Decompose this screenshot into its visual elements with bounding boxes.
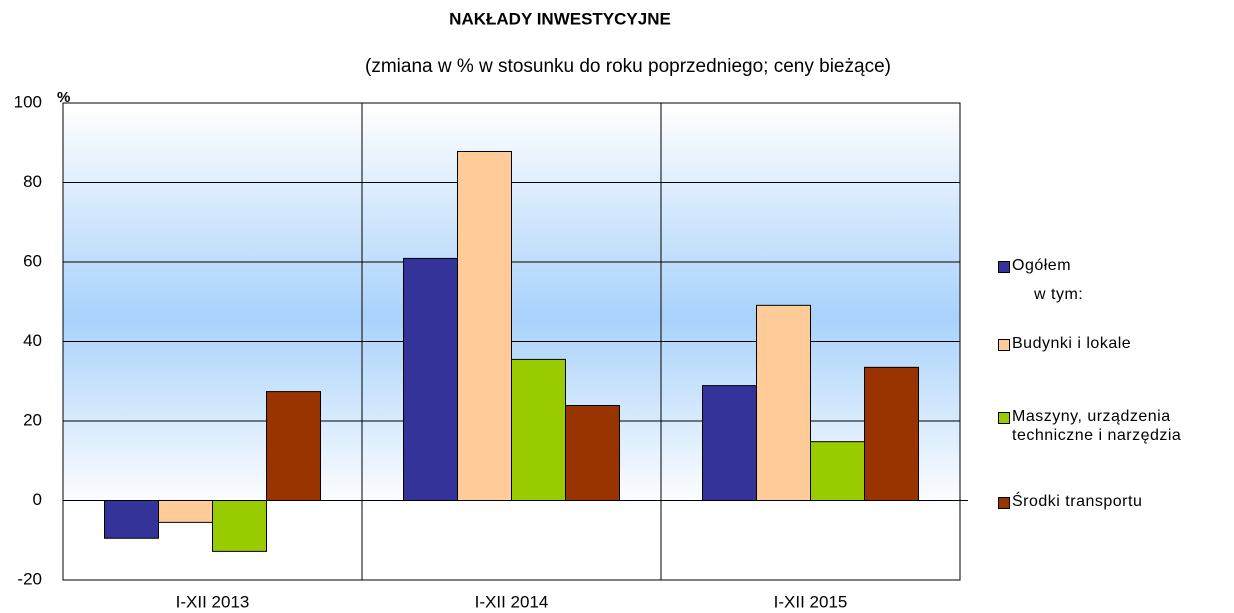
legend-swatch (998, 412, 1010, 424)
legend-swatch (998, 497, 1010, 509)
bar (810, 441, 865, 502)
bar (511, 358, 566, 502)
bar (104, 500, 159, 539)
bar (565, 404, 620, 501)
bar (864, 366, 919, 501)
chart-subtitle: (zmiana w % w stosunku do roku poprzedni… (365, 56, 891, 77)
y-tick-label: 40 (23, 331, 42, 350)
x-tick-label: I-XII 2014 (475, 592, 549, 611)
bar (702, 385, 757, 501)
bar (158, 500, 213, 523)
y-tick-label: 20 (23, 410, 42, 429)
chart-title: NAKŁADY INWESTYCYJNE (449, 9, 671, 28)
legend-label: Maszyny, urządzenia techniczne i narzędz… (1012, 408, 1182, 444)
bar (403, 257, 458, 501)
bar (457, 150, 512, 501)
bar (212, 500, 267, 552)
y-tick-label: -20 (17, 569, 42, 588)
legend-label: Ogółem (1012, 257, 1072, 274)
y-tick-label: 0 (33, 490, 42, 509)
x-tick-label: I-XII 2013 (176, 592, 250, 611)
bar (266, 391, 321, 501)
legend-swatch (998, 261, 1010, 273)
legend-label: Środki transportu (1012, 493, 1143, 510)
y-tick-label: 60 (23, 251, 42, 270)
x-tick-label: I-XII 2015 (774, 592, 848, 611)
y-tick-label: 100 (14, 92, 42, 111)
legend-swatch (998, 339, 1010, 351)
y-tick-label: 80 (23, 172, 42, 191)
plot-border (62, 102, 961, 581)
y-axis-label: % (57, 89, 70, 106)
legend-note: w tym: (1034, 286, 1084, 303)
legend-label: Budynki i lokale (1012, 335, 1132, 352)
bar (756, 304, 811, 502)
